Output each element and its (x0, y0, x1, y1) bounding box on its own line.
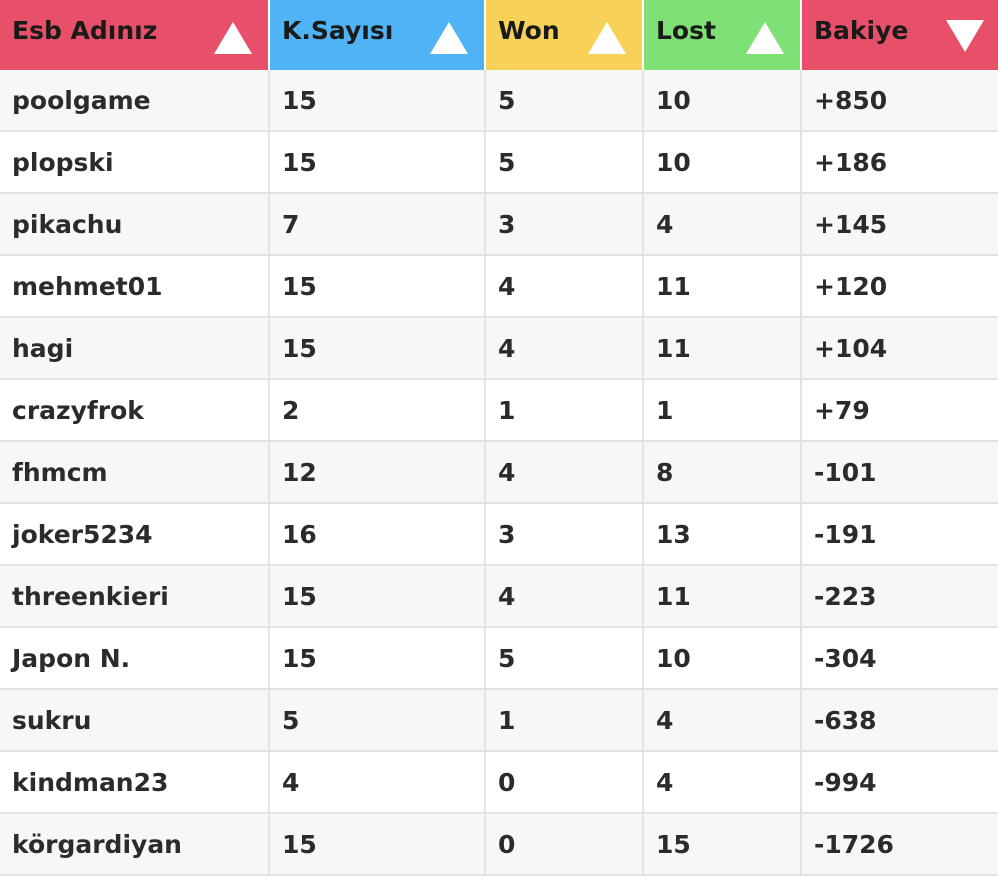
table-row: sukru 5 1 4 -638 (0, 689, 998, 752)
sort-ascending-icon (430, 22, 468, 54)
cell-balance: +120 (801, 255, 998, 318)
table-row: fhmcm 12 4 8 -101 (0, 441, 998, 504)
cell-won: 5 (485, 131, 644, 194)
column-header-label: Esb Adınız (12, 16, 158, 45)
cell-won: 5 (485, 627, 644, 690)
cell-player-name: hagi (0, 317, 270, 380)
cell-player-name: threenkieri (0, 565, 270, 628)
sort-descending-icon (946, 20, 984, 52)
cell-lost: 10 (643, 131, 802, 194)
cell-player-name: joker5234 (0, 503, 270, 566)
cell-player-name: kindman23 (0, 751, 270, 814)
sort-ascending-icon (746, 22, 784, 54)
column-header-balance[interactable]: Bakiye (801, 0, 998, 70)
table-header-row: Esb Adınız K.Sayısı Won Lost Bakiye (0, 0, 998, 70)
cell-lost: 10 (643, 627, 802, 690)
table-row: plopski 15 5 10 +186 (0, 131, 998, 194)
column-header-won[interactable]: Won (485, 0, 644, 70)
sort-ascending-icon (214, 22, 252, 54)
cell-lost: 13 (643, 503, 802, 566)
cell-balance: +79 (801, 379, 998, 442)
table-body: poolgame 15 5 10 +850 plopski 15 5 10 +1… (0, 70, 998, 876)
cell-game-count: 15 (269, 317, 486, 380)
column-header-label: Bakiye (814, 16, 909, 45)
cell-balance: -101 (801, 441, 998, 504)
cell-balance: +850 (801, 70, 998, 132)
cell-won: 0 (485, 751, 644, 814)
cell-lost: 4 (643, 751, 802, 814)
cell-game-count: 15 (269, 131, 486, 194)
table-row: mehmet01 15 4 11 +120 (0, 255, 998, 318)
cell-player-name: pikachu (0, 193, 270, 256)
cell-balance: -994 (801, 751, 998, 814)
cell-game-count: 15 (269, 565, 486, 628)
table-row: hagi 15 4 11 +104 (0, 317, 998, 380)
column-header-name[interactable]: Esb Adınız (0, 0, 270, 70)
cell-balance: -223 (801, 565, 998, 628)
cell-lost: 4 (643, 689, 802, 752)
column-header-label: Lost (656, 16, 716, 45)
cell-won: 4 (485, 317, 644, 380)
cell-won: 3 (485, 193, 644, 256)
cell-player-name: plopski (0, 131, 270, 194)
cell-won: 5 (485, 70, 644, 132)
cell-lost: 11 (643, 565, 802, 628)
cell-game-count: 15 (269, 255, 486, 318)
cell-game-count: 15 (269, 627, 486, 690)
cell-player-name: poolgame (0, 70, 270, 132)
cell-lost: 11 (643, 255, 802, 318)
cell-balance: -304 (801, 627, 998, 690)
cell-player-name: crazyfrok (0, 379, 270, 442)
cell-lost: 10 (643, 70, 802, 132)
cell-player-name: sukru (0, 689, 270, 752)
cell-balance: -191 (801, 503, 998, 566)
cell-balance: +186 (801, 131, 998, 194)
table-row: crazyfrok 2 1 1 +79 (0, 379, 998, 442)
cell-player-name: körgardiyan (0, 813, 270, 876)
cell-player-name: Japon N. (0, 627, 270, 690)
table-row: pikachu 7 3 4 +145 (0, 193, 998, 256)
column-header-label: K.Sayısı (282, 16, 394, 45)
cell-balance: -1726 (801, 813, 998, 876)
cell-balance: -638 (801, 689, 998, 752)
column-header-lost[interactable]: Lost (643, 0, 802, 70)
table-row: joker5234 16 3 13 -191 (0, 503, 998, 566)
column-header-label: Won (498, 16, 560, 45)
cell-lost: 11 (643, 317, 802, 380)
cell-game-count: 7 (269, 193, 486, 256)
cell-game-count: 5 (269, 689, 486, 752)
cell-won: 1 (485, 689, 644, 752)
cell-lost: 1 (643, 379, 802, 442)
cell-balance: +104 (801, 317, 998, 380)
cell-balance: +145 (801, 193, 998, 256)
cell-won: 3 (485, 503, 644, 566)
cell-won: 1 (485, 379, 644, 442)
cell-game-count: 15 (269, 813, 486, 876)
sort-ascending-icon (588, 22, 626, 54)
table-row: kindman23 4 0 4 -994 (0, 751, 998, 814)
column-header-game-count[interactable]: K.Sayısı (269, 0, 486, 70)
cell-lost: 8 (643, 441, 802, 504)
cell-won: 4 (485, 565, 644, 628)
cell-won: 4 (485, 255, 644, 318)
cell-player-name: mehmet01 (0, 255, 270, 318)
table-row: poolgame 15 5 10 +850 (0, 70, 998, 132)
table-row: threenkieri 15 4 11 -223 (0, 565, 998, 628)
cell-game-count: 4 (269, 751, 486, 814)
cell-won: 0 (485, 813, 644, 876)
cell-player-name: fhmcm (0, 441, 270, 504)
cell-lost: 4 (643, 193, 802, 256)
cell-lost: 15 (643, 813, 802, 876)
cell-game-count: 16 (269, 503, 486, 566)
cell-won: 4 (485, 441, 644, 504)
cell-game-count: 2 (269, 379, 486, 442)
cell-game-count: 12 (269, 441, 486, 504)
cell-game-count: 15 (269, 70, 486, 132)
table-row: Japon N. 15 5 10 -304 (0, 627, 998, 690)
table-row: körgardiyan 15 0 15 -1726 (0, 813, 998, 876)
